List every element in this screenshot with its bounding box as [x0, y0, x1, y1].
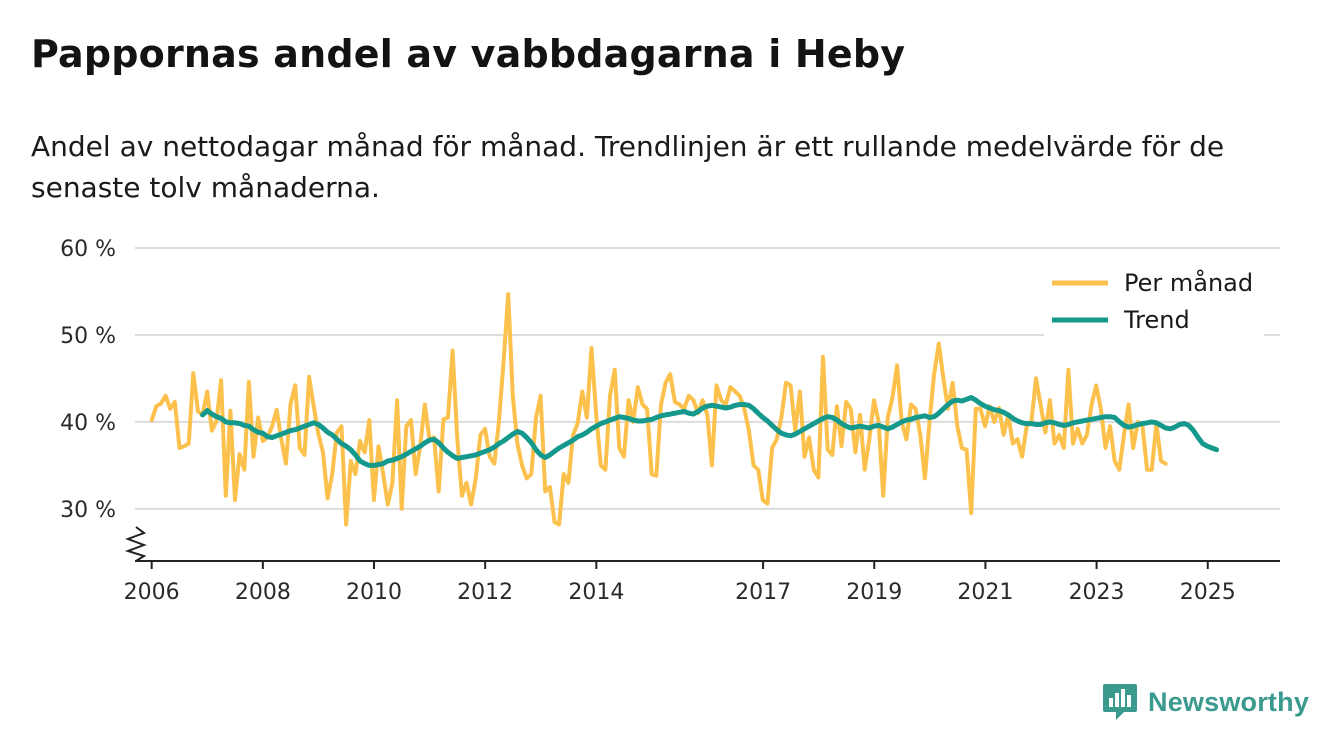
- newsworthy-logo-icon: [1103, 684, 1137, 720]
- legend-background: [1044, 262, 1264, 348]
- x-tick-label: 2025: [1180, 580, 1236, 605]
- y-axis-ticks: 30 % 40 % 50 % 60 %: [60, 237, 116, 523]
- x-tick-label: 2014: [568, 580, 624, 605]
- series-line-per-manad: [149, 292, 1168, 527]
- chart-title: Pappornas andel av vabbdagarna i Heby: [31, 32, 906, 76]
- x-tick-label: 2012: [457, 580, 513, 605]
- x-tick-label: 2021: [957, 580, 1013, 605]
- x-axis: [124, 526, 1280, 562]
- y-tick-label: 40 %: [60, 411, 116, 436]
- legend: Per månad Trend: [1044, 262, 1264, 348]
- legend-label-per-manad: Per månad: [1124, 268, 1253, 297]
- x-tick-label: 2008: [235, 580, 291, 605]
- y-tick-label: 50 %: [60, 324, 116, 349]
- x-tick-label: 2006: [124, 580, 180, 605]
- brand-name: Newsworthy: [1148, 686, 1310, 717]
- x-tick-label: 2019: [846, 580, 902, 605]
- y-tick-label: 60 %: [60, 237, 116, 262]
- brand-logo: Newsworthy: [1102, 682, 1309, 722]
- series: [149, 292, 1220, 527]
- series-line-trend: [200, 395, 1220, 468]
- x-axis-ticks: 2006 2008 2010 2012 2014 2017 2019 2021 2023 2025: [124, 561, 1236, 605]
- chart-subtitle: Andel av nettodagar månad för månad. Tre…: [31, 130, 1225, 204]
- x-tick-label: 2010: [346, 580, 402, 605]
- x-tick-label: 2017: [735, 580, 791, 605]
- y-tick-label: 30 %: [60, 498, 116, 523]
- x-tick-label: 2023: [1069, 580, 1125, 605]
- axis-break-icon: [124, 526, 147, 562]
- legend-label-trend: Trend: [1123, 306, 1190, 334]
